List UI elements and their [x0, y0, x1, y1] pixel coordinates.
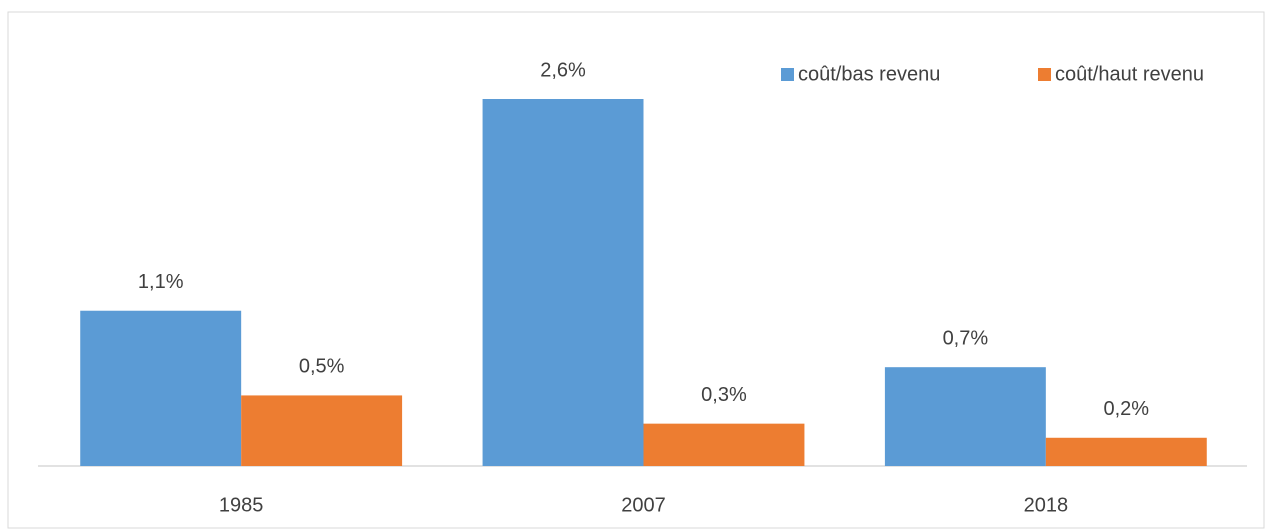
bar: [482, 99, 644, 466]
data-label: 0,5%: [299, 356, 345, 378]
x-tick-label: 2007: [621, 494, 666, 516]
legend-swatch: [781, 68, 794, 81]
data-label: 0,3%: [701, 384, 747, 406]
bar: [241, 395, 403, 466]
data-label: 2,6%: [540, 59, 586, 81]
bar: [884, 367, 1046, 466]
legend-swatch: [1038, 68, 1051, 81]
data-label: 0,2%: [1104, 398, 1150, 420]
legend-label: coût/bas revenu: [798, 63, 940, 85]
data-label: 0,7%: [943, 327, 989, 349]
legend-label: coût/haut revenu: [1055, 63, 1204, 85]
bar: [80, 310, 242, 466]
x-tick-label: 1985: [219, 494, 264, 516]
x-tick-label: 2018: [1024, 494, 1069, 516]
bar: [1045, 437, 1207, 466]
bar: [643, 423, 805, 466]
data-label: 1,1%: [138, 271, 184, 293]
